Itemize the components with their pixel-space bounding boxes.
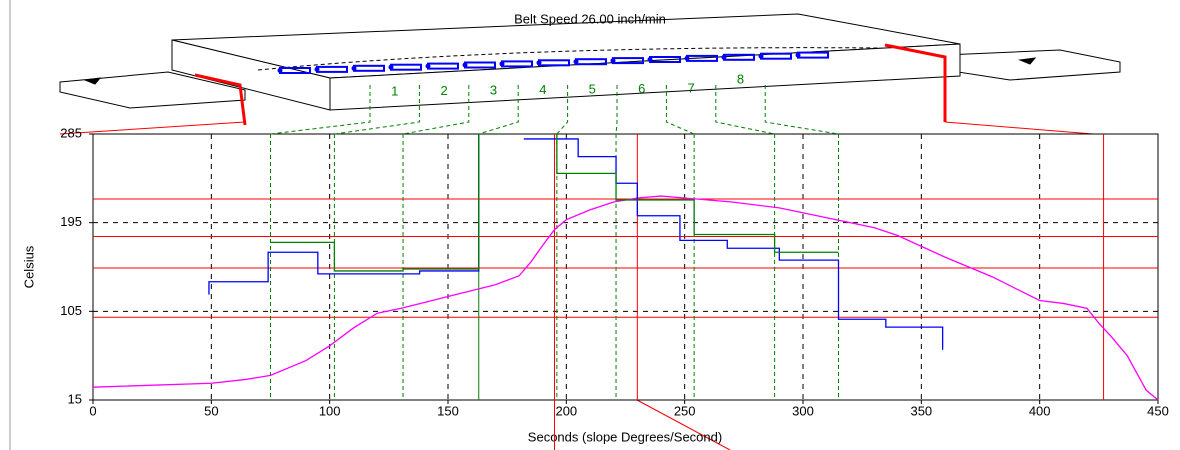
arrow: [1018, 57, 1037, 65]
board-dot: [351, 65, 357, 71]
oven-legs: [194, 43, 947, 126]
x-tick-label: 250: [674, 403, 696, 418]
projection-line: [59, 121, 246, 135]
y-tick-label: 105: [60, 303, 82, 318]
zone-label: 2: [440, 83, 447, 98]
series-line: [92, 195, 1159, 401]
zone-label: 4: [539, 82, 546, 97]
belt: [257, 47, 881, 71]
board-dot: [462, 62, 468, 68]
plot-frame: [92, 133, 1159, 401]
x-tick-label: 150: [437, 403, 459, 418]
chart-title: Belt Speed 26.00 inch/min: [514, 11, 666, 26]
zone-connector: [764, 85, 839, 135]
board-dot: [388, 64, 394, 70]
x-tick-label: 100: [319, 403, 341, 418]
board-dot: [721, 54, 727, 60]
x-axis-label: Seconds (slope Degrees/Second): [528, 429, 722, 444]
arrow: [83, 77, 102, 85]
zone-connector: [478, 85, 519, 135]
x-tick-label: 0: [89, 403, 96, 418]
board-dot: [536, 60, 542, 66]
oven-projection: [59, 121, 1094, 450]
series-line: [556, 134, 839, 253]
zone-label: 5: [589, 81, 596, 96]
zone-connector: [334, 85, 420, 135]
zone-label: 7: [687, 80, 694, 95]
zone-connector: [270, 85, 371, 135]
y-tick-label: 195: [60, 214, 82, 229]
series-line: [208, 134, 480, 295]
board-dot: [684, 55, 690, 61]
projection-line: [944, 121, 1094, 135]
zone-label: 3: [490, 82, 497, 97]
y-tick-label: 285: [60, 125, 82, 140]
board-dot: [647, 57, 653, 62]
series-line: [523, 138, 944, 350]
x-tick-label: 400: [1029, 403, 1051, 418]
zone-connector: [615, 85, 618, 135]
board-dot: [795, 52, 801, 58]
x-tick-label: 200: [555, 403, 577, 418]
y-axis-label: Celsius: [21, 245, 36, 288]
slope-line: [636, 399, 731, 450]
x-tick-label: 300: [792, 403, 814, 418]
zone-connector: [715, 85, 775, 135]
board-dot: [499, 61, 505, 67]
boards: [277, 51, 829, 74]
y-tick-label: 15: [68, 391, 82, 406]
board-dot: [758, 53, 764, 59]
board-dot: [425, 63, 431, 69]
zone-connector: [402, 85, 470, 135]
entry-conveyor: [59, 71, 246, 109]
zone-label: 6: [638, 81, 645, 96]
zone-connector: [556, 85, 569, 135]
x-tick-label: 350: [910, 403, 932, 418]
board-dot: [277, 68, 283, 73]
x-tick-label: 50: [204, 403, 218, 418]
zone-label: 8: [737, 71, 744, 86]
series-line: [270, 134, 480, 272]
leg: [884, 43, 947, 122]
zone-label: 1: [391, 83, 398, 98]
oven-diagram: [59, 13, 1121, 111]
board-dot: [573, 59, 579, 65]
zone-connector: [665, 85, 695, 135]
board-dot: [610, 58, 616, 64]
board-dot: [314, 66, 320, 72]
exit-conveyor: [944, 49, 1121, 81]
x-tick-label: 450: [1147, 403, 1169, 418]
leg: [194, 73, 247, 126]
